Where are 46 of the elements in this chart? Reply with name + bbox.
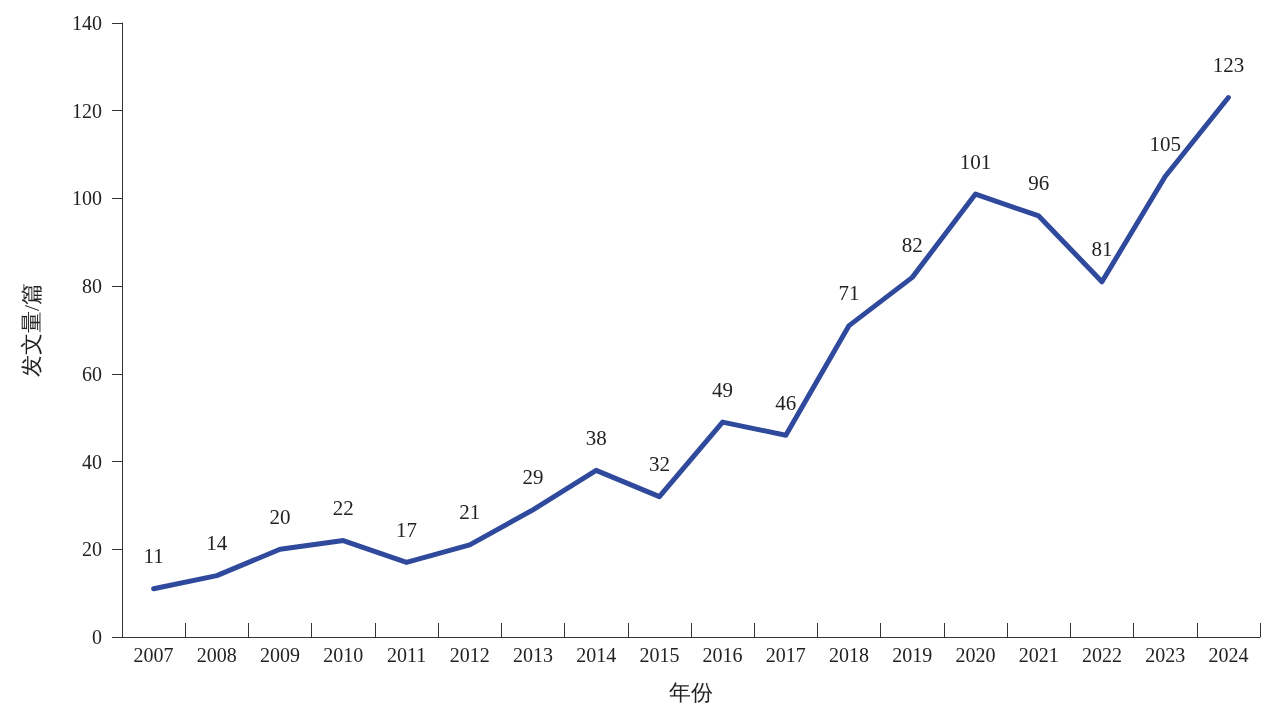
- y-tick-label: 140: [72, 12, 102, 34]
- y-tick-label: 40: [82, 450, 102, 473]
- x-tick-label: 2011: [386, 644, 427, 666]
- y-tick-label: 20: [82, 538, 102, 561]
- data-label: 71: [838, 281, 860, 306]
- data-label: 96: [1028, 171, 1050, 196]
- x-tick-label: 2010: [323, 644, 364, 666]
- y-tick-label: 0: [92, 626, 102, 648]
- data-label: 22: [332, 496, 354, 521]
- data-label: 105: [1149, 132, 1181, 156]
- x-tick-label: 2009: [260, 644, 301, 666]
- data-label: 32: [648, 452, 670, 477]
- x-tick-label: 2021: [1018, 644, 1059, 666]
- x-axis-title: 年份: [669, 679, 713, 705]
- x-tick-label: 2020: [955, 644, 996, 666]
- x-tick-label: 2024: [1208, 644, 1249, 666]
- x-tick-label: 2018: [829, 644, 870, 666]
- data-label: 46: [775, 390, 797, 415]
- x-tick-label: 2016: [702, 644, 743, 666]
- data-label: 29: [522, 465, 544, 490]
- x-tick-label: 2012: [449, 644, 490, 666]
- y-tick-label: 60: [82, 362, 102, 385]
- x-tick-label: 2019: [892, 644, 933, 666]
- data-label: 49: [712, 377, 734, 402]
- data-label: 20: [269, 504, 291, 529]
- y-tick-label: 80: [82, 275, 102, 298]
- data-label: 81: [1091, 237, 1113, 262]
- data-label: 38: [585, 425, 607, 450]
- y-axis-title: 发文量/篇: [18, 282, 44, 378]
- x-tick-label: 2014: [576, 644, 617, 666]
- data-label: 101: [959, 149, 992, 174]
- y-tick-label: 100: [72, 187, 102, 210]
- x-tick-label: 2023: [1145, 644, 1186, 666]
- data-label: 17: [396, 517, 417, 542]
- data-label: 123: [1212, 53, 1245, 78]
- x-tick-label: 2015: [639, 644, 680, 666]
- data-label: 82: [901, 232, 923, 257]
- x-tick-label: 2013: [512, 644, 553, 666]
- x-tick-label: 2017: [765, 644, 806, 666]
- x-tick-label: 2008: [196, 644, 237, 666]
- data-label: 21: [459, 500, 481, 525]
- y-tick-label: 120: [72, 99, 102, 122]
- x-tick-label: 2007: [133, 644, 174, 666]
- data-label: 11: [143, 544, 164, 569]
- x-tick-label: 2022: [1081, 644, 1122, 666]
- data-label: 14: [206, 531, 228, 556]
